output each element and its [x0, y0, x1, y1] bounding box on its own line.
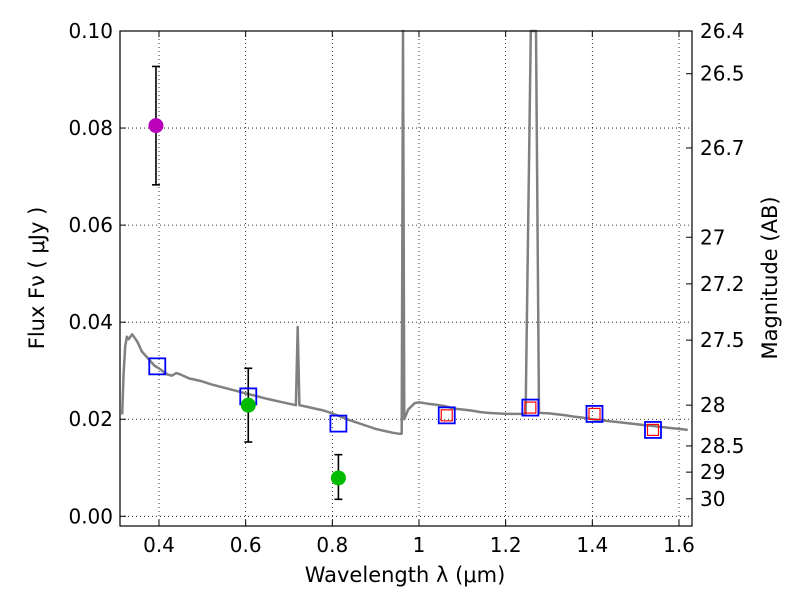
axes-layer: 0.4 0.6 0.8 1 1.2 1.4 1.6 0.00 0.02 0.04 0.06 0.08 0…: [68, 19, 744, 557]
magnitude-tick-label: 27: [700, 225, 725, 249]
y-tick-label: 0.10: [68, 19, 113, 43]
observed-limit-square: [524, 401, 537, 414]
model-photometry-square: [521, 398, 540, 417]
x-tick-label: 0.6: [230, 533, 262, 557]
x-tick-label: 0.4: [143, 533, 175, 557]
model-sed-line: [120, 29, 688, 436]
uv-detection-point: [148, 118, 164, 134]
observed-limit-square: [646, 423, 660, 437]
y-tick-label: 0.06: [68, 213, 113, 237]
detection-point: [330, 470, 346, 486]
observed-limit-square: [440, 409, 453, 422]
x-tick-label: 1: [413, 533, 426, 557]
model-photometry-square: [437, 406, 456, 425]
model-photometry-square: [585, 404, 604, 423]
magnitude-tick-label: 26.5: [700, 62, 745, 86]
magnitude-tick-label: 29: [700, 460, 725, 484]
model-photometry-square: [644, 421, 662, 439]
x-tick-label: 1.4: [576, 533, 608, 557]
x-tick-label: 0.8: [316, 533, 348, 557]
model-photometry-square: [148, 357, 167, 376]
magnitude-tick-label: 30: [700, 487, 725, 511]
y-tick-label: 0.08: [68, 116, 113, 140]
magnitude-tick-label: 28.5: [700, 434, 745, 458]
y-tick-label: 0.00: [68, 504, 113, 528]
model-photometry-square: [329, 414, 348, 433]
magnitude-tick-label: 27.2: [700, 272, 745, 296]
plot-frame: [119, 30, 693, 527]
x-axis-title: Wavelength λ (μm): [305, 563, 506, 587]
plot-layer: [120, 29, 688, 501]
magnitude-tick-label: 28: [700, 393, 725, 417]
y-tick-label: 0.04: [68, 310, 113, 334]
y-axis-title-left: Flux Fν ( μJy ): [25, 207, 49, 350]
detection-point: [240, 397, 256, 413]
magnitude-tick-label: 26.4: [700, 19, 745, 43]
observed-limit-square: [588, 407, 601, 420]
magnitude-tick-label: 26.7: [700, 136, 745, 160]
magnitude-tick-label: 27.5: [700, 328, 745, 352]
y-tick-label: 0.02: [68, 407, 113, 431]
y-axis-title-right: Magnitude (AB): [758, 196, 782, 359]
grid-layer: [120, 30, 692, 526]
x-tick-label: 1.6: [663, 533, 695, 557]
x-tick-label: 1.2: [490, 533, 522, 557]
